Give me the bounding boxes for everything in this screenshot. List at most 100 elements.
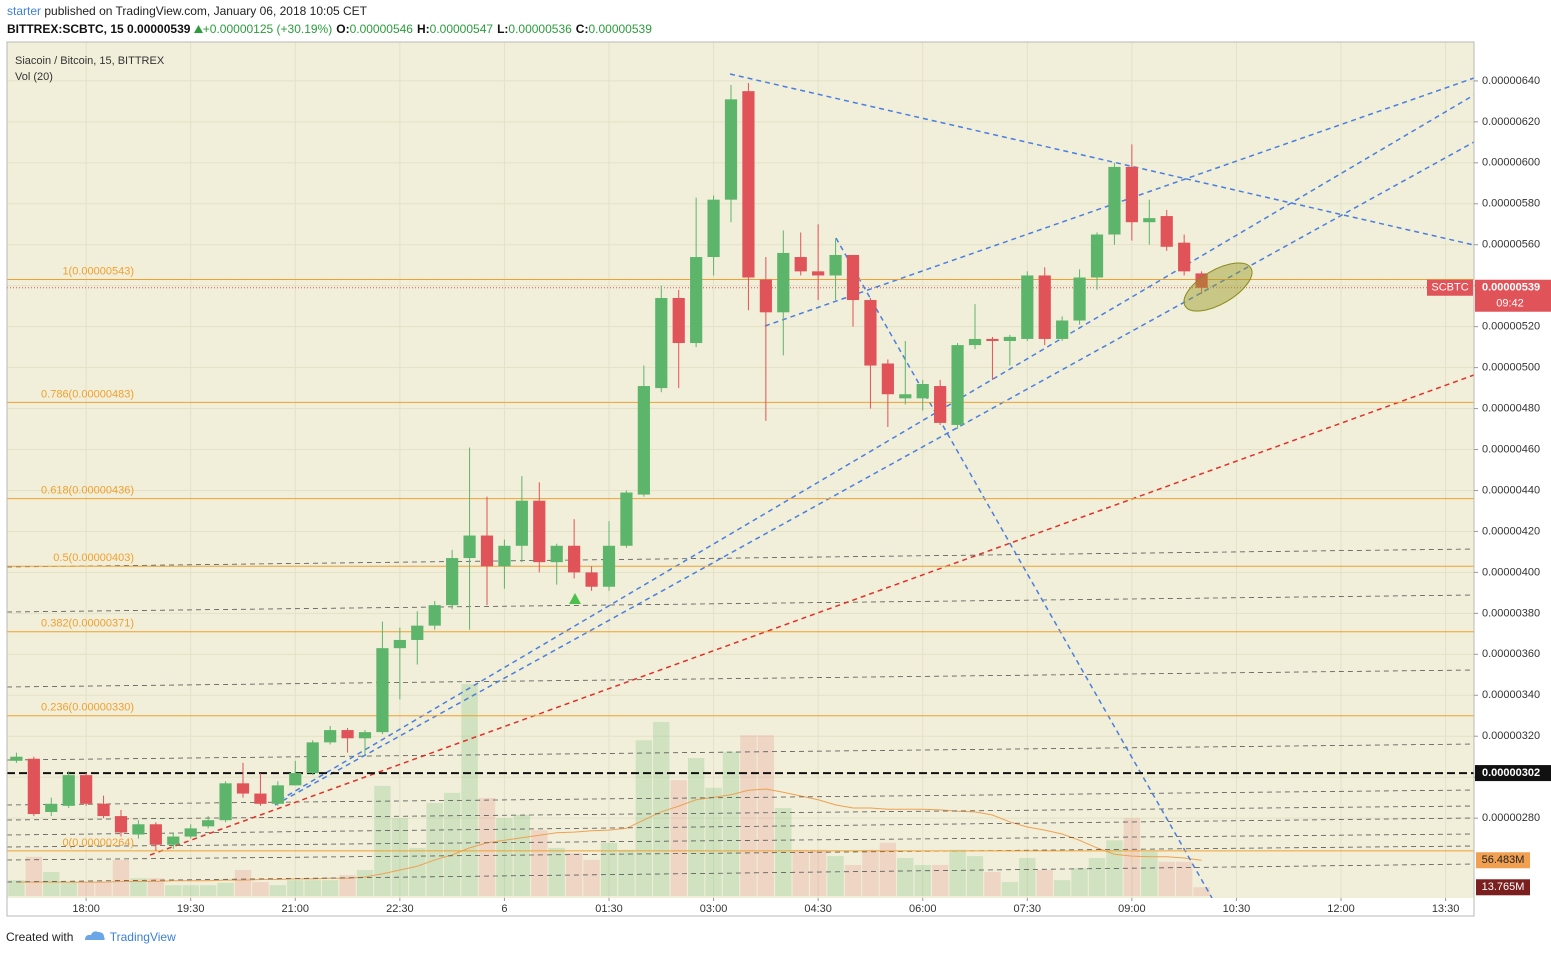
volume-bar [792,849,809,896]
symbol-label: SCBTC [1431,282,1468,294]
volume-bar [356,870,374,896]
candle-body [45,803,58,812]
y-tick-label: 0.00000360 [1482,648,1540,660]
countdown-label: 09:42 [1496,298,1524,310]
level-label: 0.00000302 [1482,767,1540,779]
y-tick-label: 0.00000500 [1482,362,1540,374]
volume-bar [949,849,966,896]
volume-pane [8,683,1210,896]
candle-body [1143,218,1156,223]
volume-bar [60,882,77,896]
candle-body [463,535,476,559]
level-line [7,789,1474,806]
candle-body [899,394,912,399]
level-line [7,863,1474,883]
candle-body [707,199,720,258]
volume-bar [217,882,234,896]
volume-bar [182,885,199,896]
volume-bar [531,830,548,896]
last-price-label: 0.00000539 [1482,282,1540,294]
y-tick-label: 0.00000620 [1482,116,1540,128]
level-line [7,669,1474,688]
fib-label: 0(0.00000264) [62,837,134,849]
volume-bar [809,849,827,896]
candle-body [777,252,790,313]
volume-bar [1175,861,1193,896]
volume-bar [757,735,775,896]
volume-bar [548,847,565,896]
volume-bar [687,758,705,896]
volume-bar [705,787,722,896]
axes: 0.000002800.000003000.000003200.00000340… [72,75,1551,915]
candle-body [167,836,180,845]
volume-bar [147,878,165,896]
ohlc-label: L: [497,22,509,36]
candle-body [341,730,354,739]
candle-body [324,730,337,743]
candle-body [794,257,807,272]
brand: TradingView [109,930,176,944]
publish-info: published on TradingView.com, January 06… [44,4,368,18]
trend-line [274,141,1474,806]
candle-body [446,558,459,606]
candle-body [1021,275,1034,339]
candle-body [219,783,232,821]
publish-line: starter published on TradingView.com, Ja… [7,4,367,18]
volume-bar [269,885,287,896]
candle-body [184,828,197,837]
y-tick-label: 0.00000380 [1482,607,1540,619]
volume-bar [304,880,321,896]
volume-bar [43,871,60,896]
candle-body [480,535,494,567]
candle-body [1073,277,1086,321]
volume-bar [478,797,496,896]
volume-bar [339,875,356,896]
candle-body [568,545,581,573]
candle-body [1056,320,1069,339]
candle-body [951,345,964,425]
volume-bar [391,818,409,896]
y-tick-label: 0.00000460 [1482,443,1540,455]
x-tick-label: 09:00 [1118,903,1146,915]
candle-body [202,820,215,827]
candle-body [10,756,23,761]
volume-bar [618,849,635,896]
drawings [7,73,1474,898]
level-line [7,817,1474,836]
candle-body [1108,166,1121,235]
volume-bar [914,864,931,896]
candle-body [881,363,894,395]
candle-body [1003,336,1016,341]
x-tick-label: 12:00 [1327,903,1355,915]
y-tick-label: 0.00000580 [1482,198,1540,210]
candle-body [829,254,842,276]
ohlc-value: 0.00000546 [349,22,413,36]
chart-title: Siacoin / Bitcoin, 15, BITTREX [15,55,165,67]
volume-bar [879,842,897,896]
candle-body [80,775,93,804]
y-tick-label: 0.00000280 [1482,812,1540,824]
candle-body [968,338,982,346]
volume-ma-line [16,788,1202,883]
volume-bar [583,859,600,896]
volume-bar [426,802,443,896]
level-line [7,548,1474,568]
volume-ma-label: 56.483M [1482,854,1525,866]
candle-body [864,300,877,366]
ohlc: O:0.00000546 H:0.00000547 L:0.00000536 C:0.… [332,22,652,36]
author: starter [7,4,42,18]
candle-body [289,773,302,786]
candle-body [846,254,860,301]
x-tick-label: 06:00 [909,903,937,915]
volume-bar [496,818,513,896]
y-tick-label: 0.00000480 [1482,402,1540,414]
ohlc-label: O: [336,22,350,36]
candle-body [97,803,110,817]
candles [10,82,1208,851]
ohlc-label: H: [416,22,430,36]
volume-bar [1141,851,1158,896]
candle-body [1125,166,1138,223]
volume-bar [95,882,112,896]
fib-label: 0.786(0.00000483) [41,388,134,400]
volume-bar [600,842,618,896]
